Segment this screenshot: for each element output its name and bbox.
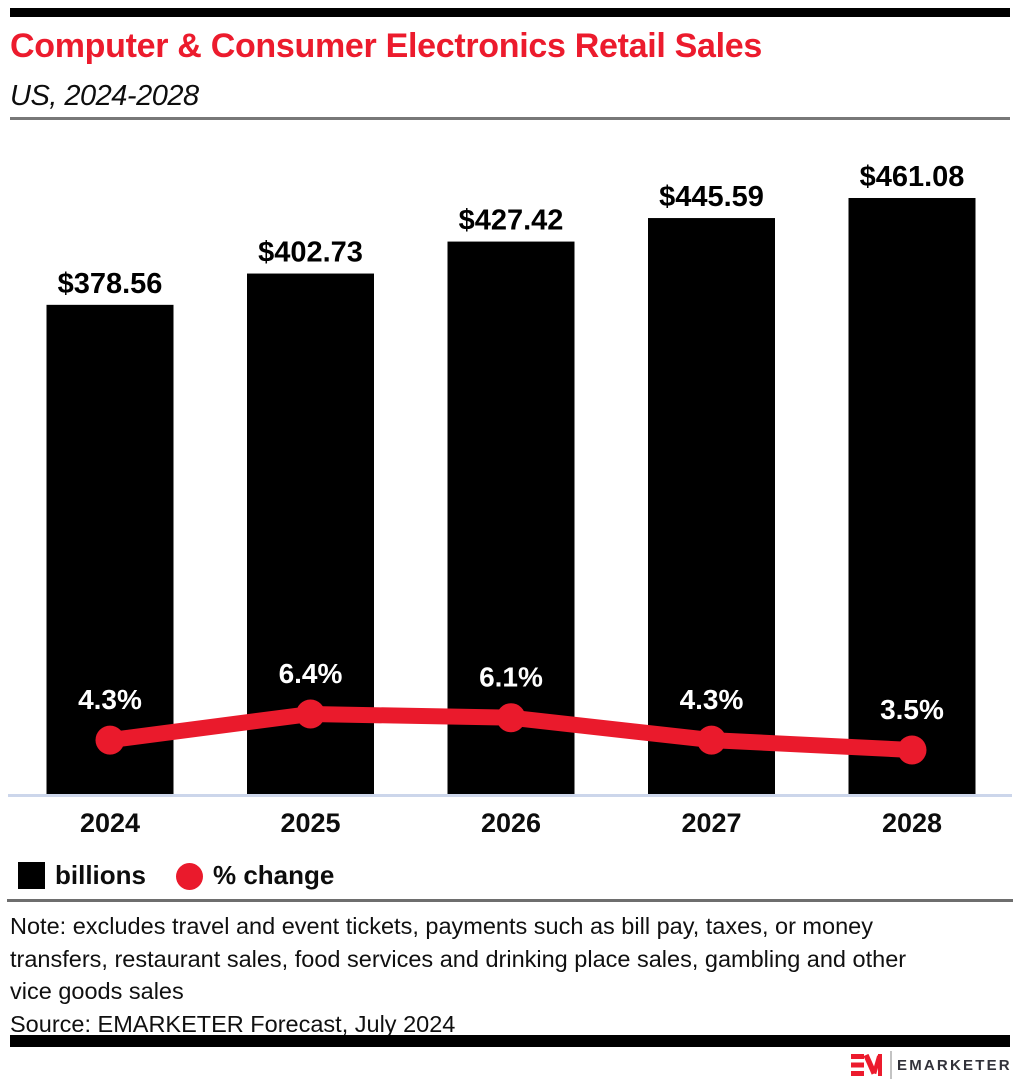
bar-value-label-2028: $461.08 — [860, 161, 965, 193]
chart-title: Computer & Consumer Electronics Retail S… — [10, 27, 763, 65]
bar-value-label-2025: $402.73 — [258, 237, 363, 269]
logo-divider — [890, 1051, 892, 1079]
legend-divider — [7, 899, 1013, 902]
bar-2026 — [447, 241, 575, 795]
pct-marker-2028 — [897, 735, 927, 765]
bar-2028 — [848, 197, 976, 795]
pct-label-2024: 4.3% — [78, 684, 142, 715]
pct-label-2027: 4.3% — [680, 684, 744, 715]
bar-2027 — [648, 218, 775, 796]
legend-label-pct-change: % change — [213, 860, 335, 890]
x-tick-label-2025: 2025 — [280, 808, 340, 838]
emarketer-logo: EMARKETER — [851, 1049, 1016, 1083]
header-divider — [10, 117, 1010, 120]
source-line: Source: EMARKETER Forecast, July 2024 — [10, 1010, 456, 1037]
pct-marker-2024 — [95, 725, 125, 755]
bar-value-label-2026: $427.42 — [459, 205, 564, 237]
chart-subtitle: US, 2024-2028 — [10, 80, 199, 112]
x-tick-label-2027: 2027 — [681, 808, 741, 838]
pct-label-2025: 6.4% — [279, 658, 343, 689]
pct-marker-2026 — [496, 703, 526, 733]
pct-marker-2027 — [697, 725, 726, 755]
note-line-3: vice goods sales — [10, 978, 184, 1005]
top-accent-bar — [10, 8, 1010, 17]
footnote-block: Note: excludes travel and event tickets,… — [10, 910, 1015, 1040]
bar-2024 — [46, 304, 174, 795]
footer-accent-bar — [10, 1035, 1010, 1047]
legend-swatch-pct-change — [176, 863, 203, 890]
legend-label-billions: billions — [55, 860, 146, 890]
note-line-2: transfers, restaurant sales, food servic… — [10, 945, 907, 972]
pct-marker-2025 — [296, 699, 325, 729]
pct-label-2026: 6.1% — [479, 662, 543, 693]
bar-value-label-2027: $445.59 — [659, 181, 764, 213]
bar-value-label-2024: $378.56 — [58, 268, 163, 300]
x-tick-label-2024: 2024 — [80, 808, 140, 838]
legend-swatch-billions — [18, 862, 45, 889]
brand-wordmark: EMARKETER — [897, 1057, 1012, 1074]
pct-label-2028: 3.5% — [880, 694, 944, 725]
x-tick-label-2026: 2026 — [481, 808, 541, 838]
emarketer-monogram-icon — [851, 1054, 882, 1076]
x-tick-label-2028: 2028 — [882, 808, 942, 838]
note-line-1: Note: excludes travel and event tickets,… — [10, 913, 873, 939]
